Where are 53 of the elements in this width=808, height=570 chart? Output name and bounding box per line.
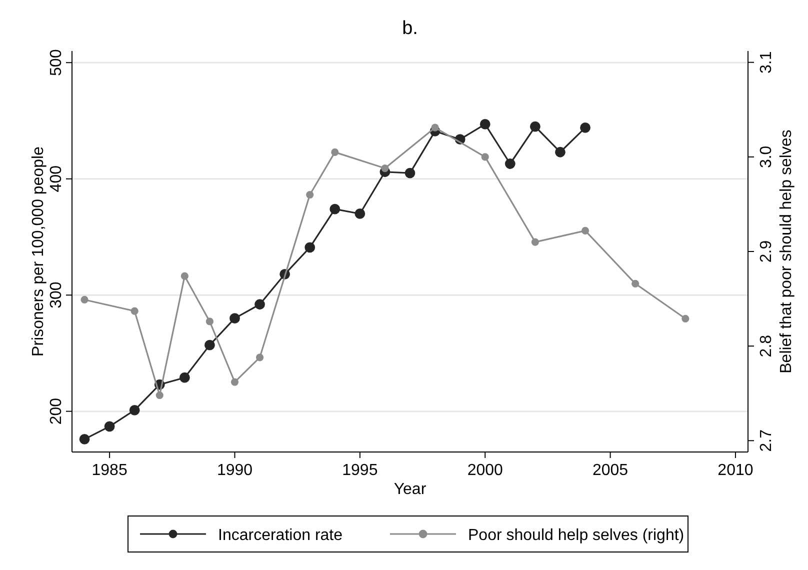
y2-tick-label: 2.9 [758,240,775,263]
point [304,242,316,253]
x-tick-label: 1995 [342,462,378,479]
y2-tick-label: 3.0 [758,146,775,168]
y2-axis-title: Belief that poor should help selves [778,130,795,374]
point [179,372,190,383]
x-tick-label: 2000 [467,462,504,479]
x-tick-label: 1990 [216,462,253,479]
y2-tick-label: 2.8 [758,334,775,358]
point [331,148,339,156]
point [481,153,489,161]
y-tick-label: 500 [48,49,65,76]
point [504,158,516,169]
point [632,280,640,288]
point [256,354,264,362]
point [254,299,265,310]
point [330,204,340,214]
y-tick-label: 300 [48,282,65,308]
x-tick-label: 2010 [718,462,754,479]
point [206,318,214,326]
point [381,164,389,172]
point [531,238,539,246]
point [354,208,366,219]
point [230,313,240,324]
y-tick-label: 200 [48,398,65,425]
chart-title: b. [402,18,418,39]
point [555,146,566,158]
legend-label: Incarceration rate [218,527,343,544]
point [530,121,540,132]
point [80,296,88,304]
x-tick-label: 2005 [592,462,628,479]
y-axis-title: Prisoners per 100,000 people [30,146,47,356]
point [130,307,138,315]
point [306,190,314,199]
point [230,378,239,386]
point [204,340,215,350]
y2-tick-label: 2.7 [758,429,775,452]
point [480,119,490,130]
point [156,391,164,400]
point [431,124,439,132]
point [682,314,690,322]
x-axis-title: Year [394,481,427,498]
point [580,122,590,133]
point [180,272,188,280]
legend-label: Poor should help selves (right) [468,527,684,544]
x-tick-label: 1985 [92,462,128,479]
point [79,434,90,444]
point [404,168,416,178]
point [104,421,115,432]
point [129,404,140,416]
y2-tick-label: 3.1 [758,51,775,74]
point [581,226,590,234]
y-tick-label: 400 [48,165,65,192]
